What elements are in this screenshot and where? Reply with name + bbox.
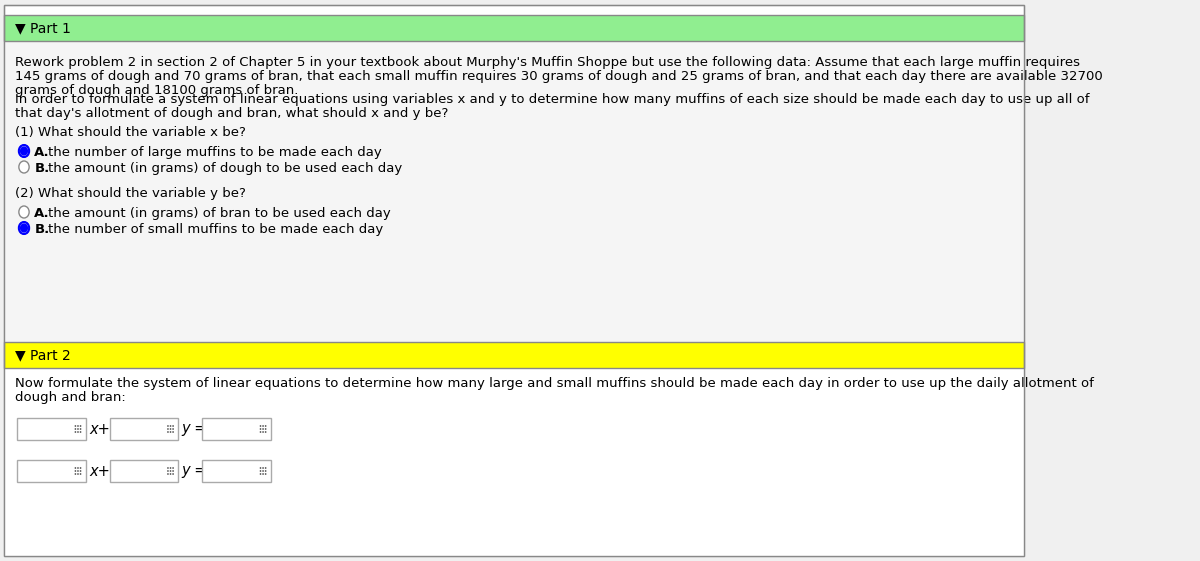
Circle shape [169, 425, 172, 427]
Text: A.: A. [35, 146, 50, 159]
FancyBboxPatch shape [5, 41, 1024, 342]
Text: 145 grams of dough and 70 grams of bran, that each small muffin requires 30 gram: 145 grams of dough and 70 grams of bran,… [16, 70, 1103, 83]
Circle shape [263, 425, 264, 427]
Text: Now formulate the system of linear equations to determine how many large and sma: Now formulate the system of linear equat… [16, 377, 1094, 390]
FancyBboxPatch shape [17, 460, 85, 482]
Text: In order to formulate a system of linear equations using variables x and y to de: In order to formulate a system of linear… [16, 93, 1090, 106]
Text: ● A.: ● A. [35, 146, 67, 159]
Text: A.: A. [35, 207, 50, 220]
Text: x+: x+ [89, 463, 110, 479]
Circle shape [74, 470, 77, 472]
Circle shape [173, 428, 174, 430]
Circle shape [19, 145, 29, 157]
Circle shape [173, 467, 174, 469]
Circle shape [79, 431, 82, 433]
Circle shape [167, 425, 169, 427]
Circle shape [265, 431, 266, 433]
Circle shape [259, 473, 262, 475]
Text: (2) What should the variable y be?: (2) What should the variable y be? [16, 187, 246, 200]
Circle shape [259, 428, 262, 430]
Text: y =: y = [181, 421, 208, 436]
Circle shape [20, 147, 28, 155]
Circle shape [77, 473, 79, 475]
Text: the number of large muffins to be made each day: the number of large muffins to be made e… [48, 146, 382, 159]
Circle shape [169, 470, 172, 472]
Circle shape [259, 431, 262, 433]
Circle shape [167, 467, 169, 469]
FancyBboxPatch shape [109, 460, 179, 482]
Circle shape [173, 431, 174, 433]
FancyBboxPatch shape [5, 368, 1024, 556]
Circle shape [263, 428, 264, 430]
Circle shape [77, 425, 79, 427]
Text: x+: x+ [89, 421, 110, 436]
FancyBboxPatch shape [5, 342, 1024, 368]
Circle shape [79, 425, 82, 427]
Circle shape [167, 470, 169, 472]
FancyBboxPatch shape [5, 5, 1024, 556]
Circle shape [167, 428, 169, 430]
Circle shape [74, 467, 77, 469]
FancyBboxPatch shape [17, 418, 85, 440]
Text: the amount (in grams) of dough to be used each day: the amount (in grams) of dough to be use… [48, 162, 402, 175]
Circle shape [19, 206, 29, 218]
Circle shape [77, 431, 79, 433]
Circle shape [79, 467, 82, 469]
Circle shape [169, 473, 172, 475]
Text: that day's allotment of dough and bran, what should x and y be?: that day's allotment of dough and bran, … [16, 107, 449, 120]
FancyBboxPatch shape [109, 418, 179, 440]
Circle shape [169, 467, 172, 469]
Circle shape [263, 473, 264, 475]
Circle shape [167, 473, 169, 475]
Circle shape [169, 428, 172, 430]
Circle shape [167, 431, 169, 433]
Text: the number of small muffins to be made each day: the number of small muffins to be made e… [48, 223, 383, 236]
Text: y =: y = [181, 463, 208, 479]
Circle shape [169, 431, 172, 433]
Circle shape [173, 473, 174, 475]
Circle shape [259, 425, 262, 427]
Circle shape [263, 467, 264, 469]
Circle shape [19, 161, 29, 173]
Text: B.: B. [35, 162, 49, 175]
Circle shape [79, 470, 82, 472]
FancyBboxPatch shape [203, 418, 271, 440]
Circle shape [74, 428, 77, 430]
Circle shape [263, 470, 264, 472]
Circle shape [265, 428, 266, 430]
FancyBboxPatch shape [5, 41, 1024, 371]
FancyBboxPatch shape [203, 460, 271, 482]
Circle shape [79, 428, 82, 430]
Circle shape [79, 473, 82, 475]
Circle shape [77, 470, 79, 472]
Text: grams of dough and 18100 grams of bran.: grams of dough and 18100 grams of bran. [16, 84, 299, 97]
Circle shape [20, 224, 28, 232]
Text: Rework problem 2 in section 2 of Chapter 5 in your textbook about Murphy's Muffi: Rework problem 2 in section 2 of Chapter… [16, 56, 1080, 69]
Circle shape [259, 470, 262, 472]
Circle shape [173, 425, 174, 427]
Circle shape [74, 425, 77, 427]
Circle shape [263, 431, 264, 433]
Circle shape [74, 431, 77, 433]
FancyBboxPatch shape [5, 15, 1024, 41]
Circle shape [77, 428, 79, 430]
Circle shape [19, 222, 29, 234]
Text: ▼ Part 2: ▼ Part 2 [16, 348, 71, 362]
Circle shape [74, 473, 77, 475]
Text: the amount (in grams) of bran to be used each day: the amount (in grams) of bran to be used… [48, 207, 391, 220]
Circle shape [265, 473, 266, 475]
Circle shape [77, 467, 79, 469]
FancyBboxPatch shape [5, 41, 1024, 46]
Circle shape [173, 470, 174, 472]
Text: B.: B. [35, 223, 49, 236]
Text: ▼ Part 1: ▼ Part 1 [16, 21, 71, 35]
Text: dough and bran:: dough and bran: [16, 391, 126, 404]
Circle shape [265, 425, 266, 427]
Circle shape [265, 470, 266, 472]
Text: (1) What should the variable x be?: (1) What should the variable x be? [16, 126, 246, 139]
Circle shape [259, 467, 262, 469]
Circle shape [265, 467, 266, 469]
